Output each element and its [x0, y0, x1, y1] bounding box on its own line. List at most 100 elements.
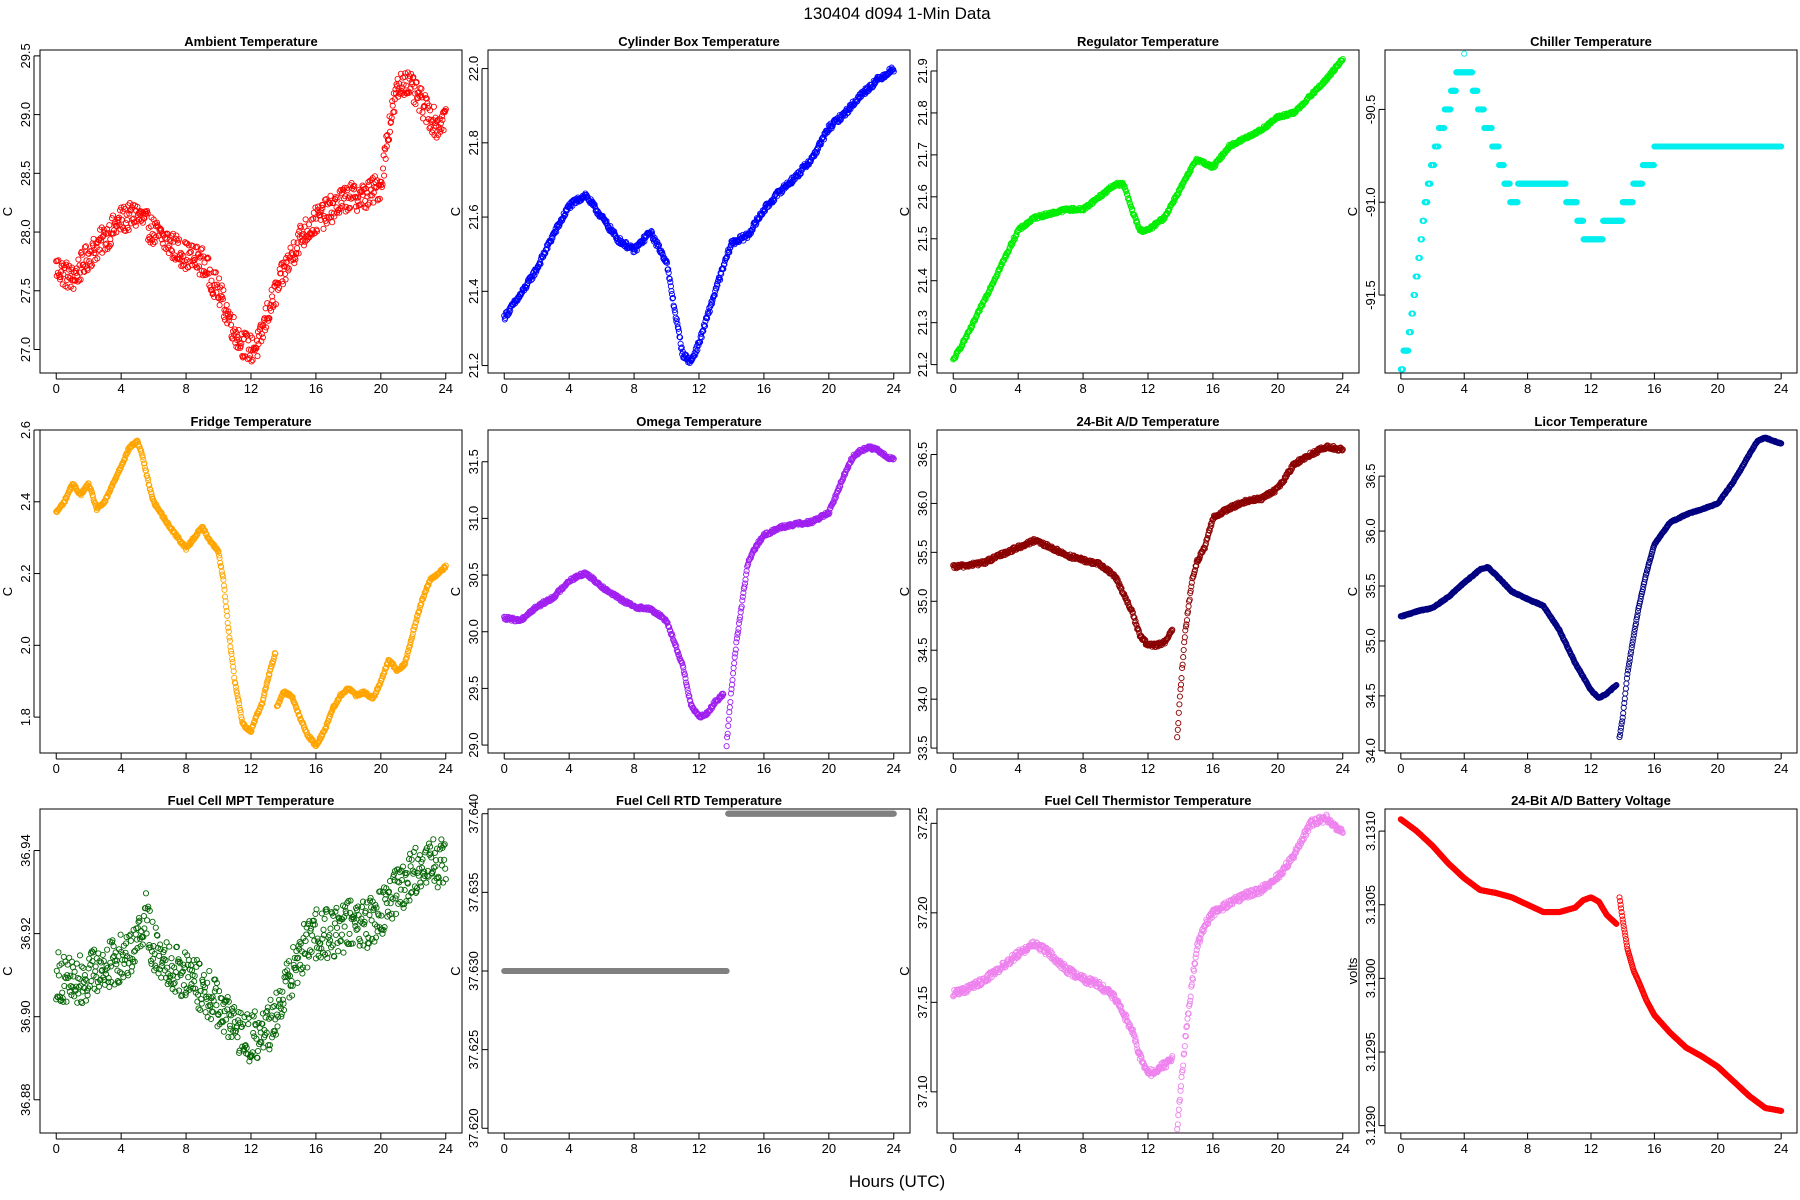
- plot-frame: [1384, 49, 1798, 374]
- data-point-fridge-b: [405, 647, 412, 655]
- data-point-ad-a: [1169, 626, 1176, 633]
- data-point-cylinder: [749, 226, 756, 233]
- data-point-cylinder: [665, 266, 672, 273]
- data-point-ambient: [71, 277, 78, 284]
- data-point-fridge-a: [230, 668, 237, 675]
- data-point-chiller: [1421, 217, 1428, 224]
- data-point-omega-b: [890, 455, 897, 462]
- data-point-ambient: [62, 261, 70, 268]
- x-tick-label: 0: [950, 761, 957, 776]
- data-point-ambient: [317, 212, 324, 219]
- data-point-fridge-b: [416, 608, 423, 615]
- x-tick-label: 4: [1461, 381, 1468, 396]
- panel-title: Fridge Temperature: [190, 414, 311, 429]
- data-point-fridge-a: [271, 653, 278, 661]
- data-point-omega-b: [732, 646, 739, 653]
- data-point-regulator: [986, 287, 993, 294]
- data-point-fridge-a: [237, 707, 244, 714]
- data-point-ambient: [158, 226, 165, 233]
- data-point-ambient: [292, 250, 299, 257]
- data-point-ambient: [109, 212, 117, 219]
- data-point-regulator: [1005, 247, 1013, 254]
- data-point-chiller: [1650, 162, 1657, 169]
- x-tick-label: 12: [244, 761, 258, 776]
- data-point-ambient: [310, 215, 317, 222]
- data-point-ambient: [205, 255, 212, 262]
- data-point-cylinder: [702, 318, 709, 325]
- data-point-omega-b: [726, 709, 733, 716]
- data-point-ambient: [287, 244, 294, 251]
- data-point-ambient: [224, 320, 231, 327]
- data-point-ambient: [81, 244, 88, 251]
- y-tick-label: 2.0: [18, 636, 33, 654]
- data-point-ambient: [300, 242, 308, 249]
- data-point-ambient: [413, 79, 420, 86]
- data-point-ambient: [258, 338, 265, 345]
- data-point-ambient: [204, 254, 211, 261]
- data-point-ambient: [198, 246, 205, 253]
- data-point-ambient: [84, 267, 91, 274]
- data-point-chiller: [1506, 180, 1513, 187]
- x-tick-label: 16: [1647, 381, 1661, 396]
- x-axis-title: Hours (UTC): [849, 1172, 945, 1191]
- data-point-ambient: [353, 207, 361, 214]
- data-point-ambient: [132, 222, 139, 229]
- x-tick-label: 0: [1397, 381, 1404, 396]
- data-point-omega-b: [726, 704, 733, 711]
- y-tick-label: 35.5: [915, 540, 930, 565]
- data-point-chiller: [1488, 124, 1495, 132]
- data-point-chiller: [1435, 143, 1442, 150]
- data-point-omega-b: [741, 583, 748, 590]
- data-point-cylinder: [556, 222, 563, 229]
- data-point-regulator: [968, 323, 975, 330]
- x-tick-label: 20: [822, 381, 836, 396]
- data-point-ad-a: [1116, 580, 1123, 587]
- data-point-omega-b: [742, 576, 749, 583]
- y-tick-label: 29.0: [466, 732, 481, 757]
- x-tick-label: 12: [692, 381, 706, 396]
- data-point-ambient: [378, 184, 385, 191]
- data-point-omega-a: [719, 690, 726, 697]
- data-point-ambient: [216, 275, 223, 282]
- data-point-cylinder: [706, 304, 713, 311]
- data-point-ambient: [98, 237, 105, 244]
- data-point-ambient: [391, 108, 398, 115]
- data-point-ambient: [167, 246, 174, 253]
- data-point-cylinder: [659, 249, 666, 256]
- data-point-ambient: [194, 264, 201, 271]
- data-point-fridge-b: [292, 701, 299, 708]
- data-point-regulator: [1339, 55, 1346, 63]
- y-tick-label: 31.0: [466, 506, 481, 531]
- data-point-omega-b: [732, 650, 739, 657]
- data-point-omega-a: [675, 652, 683, 659]
- panel-title: Chiller Temperature: [1530, 34, 1652, 49]
- data-point-regulator: [1319, 81, 1326, 89]
- data-point-ad-b: [1177, 681, 1185, 688]
- data-point-ambient: [417, 84, 424, 92]
- data-point-omega-b: [725, 716, 732, 723]
- data-point-ambient: [305, 221, 312, 228]
- data-point-fridge-a: [224, 619, 231, 627]
- y-tick-label: 30.0: [466, 619, 481, 644]
- data-point-fridge-a: [266, 671, 273, 678]
- data-point-fridge-a: [265, 671, 272, 678]
- data-point-omega-a: [674, 648, 681, 655]
- data-point-chiller: [1447, 106, 1454, 113]
- data-point-omega-b: [730, 664, 737, 672]
- data-point-cylinder: [666, 275, 673, 282]
- data-point-ambient: [153, 219, 160, 226]
- plot-frame: [39, 49, 463, 374]
- data-point-fridge-a: [224, 612, 231, 619]
- data-point-ambient: [313, 228, 321, 235]
- data-point-regulator: [979, 302, 986, 309]
- data-point-ambient: [79, 251, 86, 258]
- data-point-ambient: [200, 253, 207, 260]
- figure-title: 130404 d094 1-Min Data: [803, 4, 991, 23]
- data-point-ambient: [254, 353, 261, 360]
- x-tick-label: 0: [53, 761, 60, 776]
- data-point-ambient: [386, 128, 394, 135]
- data-point-ambient: [302, 216, 309, 223]
- data-point-ambient: [54, 257, 61, 265]
- data-point-ambient: [382, 146, 389, 153]
